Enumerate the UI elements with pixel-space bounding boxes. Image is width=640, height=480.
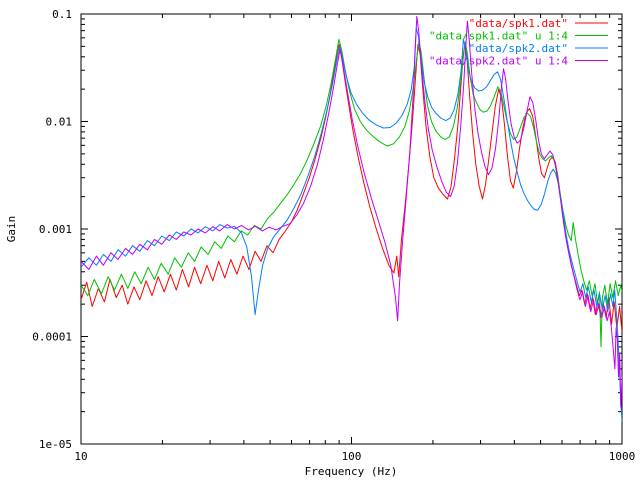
x-tick-label: 100 [342,450,362,463]
y-axis-title: Gain [5,216,18,243]
y-tick-label: 0.01 [46,116,73,129]
y-tick-label: 1e-05 [39,438,72,451]
legend-label: "data/spk2.dat" [469,42,568,55]
x-tick-label: 1000 [609,450,636,463]
legend: "data/spk1.dat""data/spk1.dat" u 1:4"dat… [429,17,608,68]
legend-label: "data/spk2.dat" u 1:4 [429,55,568,68]
x-axis-title: Frequency (Hz) [305,465,398,478]
x-tick-label: 10 [74,450,87,463]
series-line [81,38,622,348]
legend-label: "data/spk1.dat" u 1:4 [429,30,568,43]
legend-label: "data/spk1.dat" [469,17,568,30]
plot-border [80,13,623,445]
y-tick-label: 0.001 [39,223,72,236]
y-tick-label: 0.0001 [32,331,72,344]
axis-ticks [80,13,623,445]
axis-tick-labels: 10 100 1000 0.1 0.01 0.001 0.0001 1e-05 [32,8,635,463]
series-line [81,27,622,423]
series-line [81,15,622,408]
series-line [81,43,622,333]
series-lines [81,15,622,423]
y-tick-label: 0.1 [52,8,72,21]
